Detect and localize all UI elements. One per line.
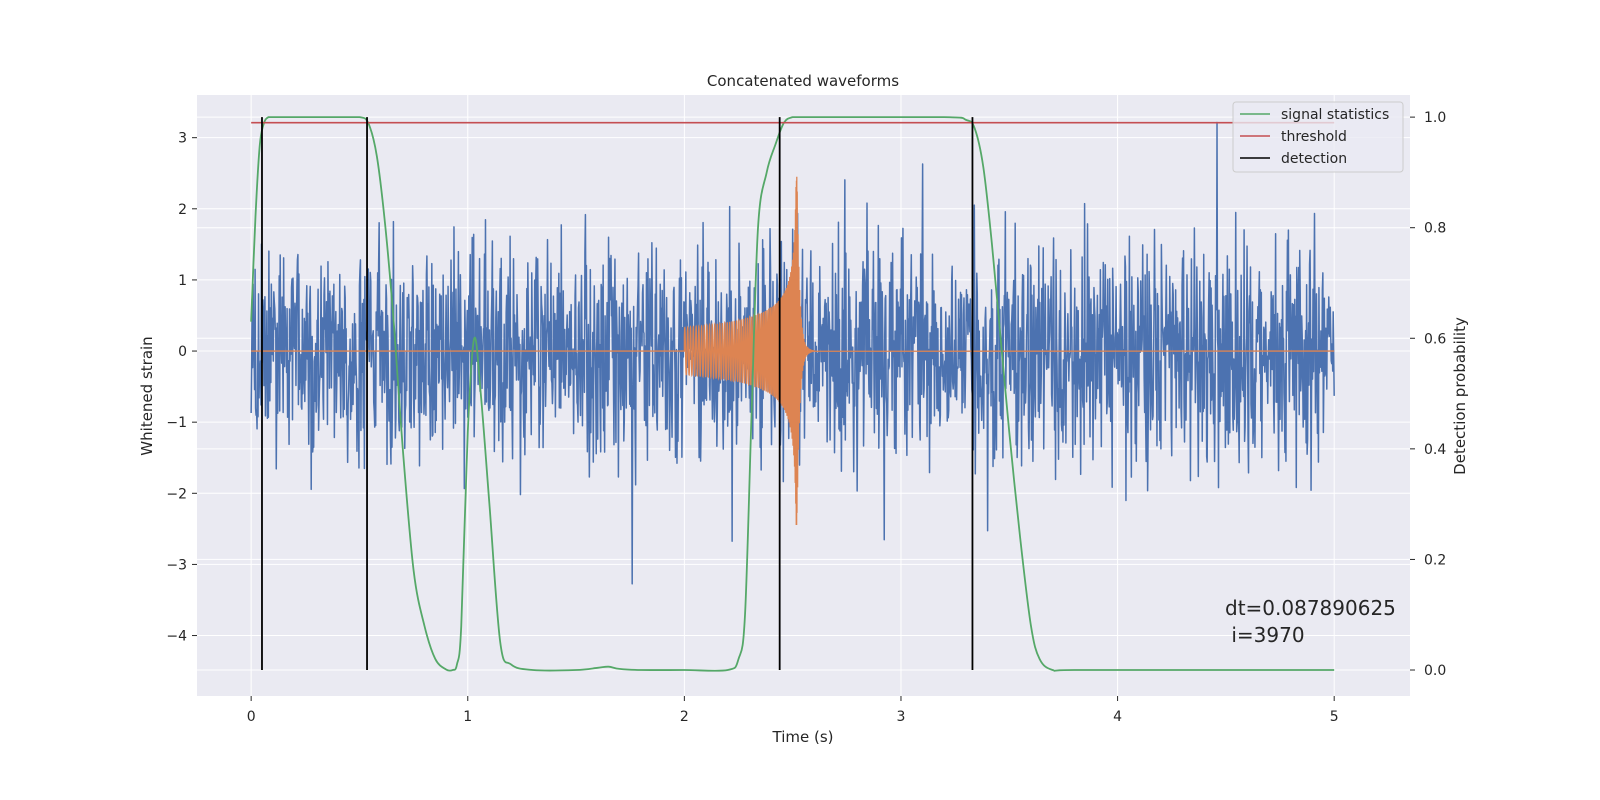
y-right-tick-label-4: 0.8 [1424, 221, 1446, 237]
chart-title: Concatenated waveforms [707, 72, 899, 90]
y-tick-label-2: −2 [166, 486, 187, 502]
legend-box [1232, 101, 1404, 173]
annotation-i: i=3970 [1225, 623, 1305, 647]
y-right-tick-label-5: 1.0 [1424, 110, 1446, 126]
y-axis-label: Whitened strain [138, 336, 156, 455]
y-right-tick-label-1: 0.2 [1424, 552, 1446, 568]
legend-label-detection: detection [1281, 151, 1347, 167]
y-tick-label-7: 3 [178, 131, 187, 147]
ticks: 0 1 2 3 4 5 −4 −3 −2 −1 0 1 2 3 0.0 0.2 0.4 0.6 0.8 1.0 [166, 110, 1446, 725]
x-tick-label-5: 5 [1330, 709, 1339, 725]
y-tick-label-3: −1 [166, 415, 187, 431]
x-tick-label-1: 1 [463, 709, 472, 725]
annotation-dt: dt=0.087890625 [1225, 596, 1396, 620]
legend: signal statistics threshold detection [1232, 101, 1404, 173]
legend-label-threshold: threshold [1281, 129, 1347, 145]
y-right-tick-label-3: 0.6 [1424, 331, 1446, 347]
legend-label-signal-statistics: signal statistics [1281, 107, 1389, 123]
y-axis-label-right: Detection probability [1451, 317, 1469, 475]
x-tick-label-4: 4 [1113, 709, 1122, 725]
y-right-tick-label-0: 0.0 [1424, 663, 1446, 679]
x-tick-label-0: 0 [247, 709, 256, 725]
y-right-tick-label-2: 0.4 [1424, 442, 1446, 458]
plot-area [250, 116, 1335, 672]
x-tick-label-3: 3 [897, 709, 906, 725]
y-tick-label-1: −3 [166, 557, 187, 573]
x-tick-label-2: 2 [680, 709, 689, 725]
series-signal-statistics-line [250, 116, 1335, 672]
y-tick-label-6: 2 [178, 202, 187, 218]
x-axis-label: Time (s) [772, 728, 834, 746]
y-tick-label-5: 1 [178, 273, 187, 289]
y-tick-label-0: −4 [166, 629, 187, 645]
series-chirp-line [251, 176, 1335, 526]
annotation: dt=0.087890625 i=3970 [1225, 596, 1396, 647]
series-noise-line [250, 121, 1335, 585]
y-tick-label-4: 0 [178, 344, 187, 360]
